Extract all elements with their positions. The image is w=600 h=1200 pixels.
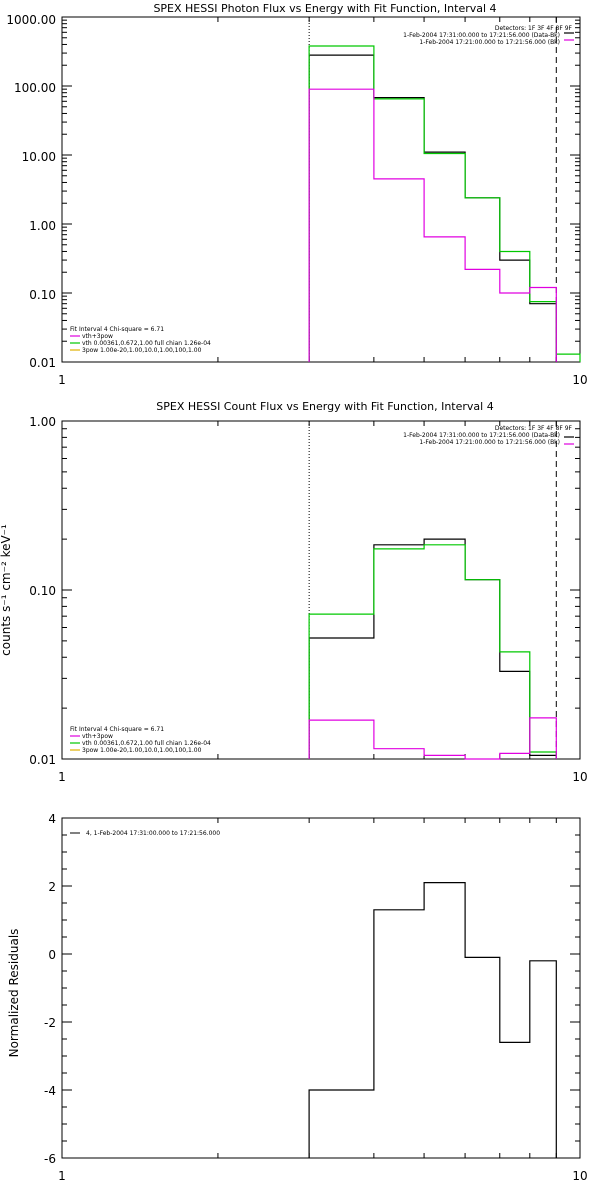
info-line: 1-Feb-2004 17:21:00.000 to 17:21:56.000 …: [419, 39, 560, 46]
info-line: Detectors: 1F 3F 4F 8F 9F: [495, 425, 573, 432]
residuals-y-ticks: 4 2 0 -2 -4 -6: [44, 812, 56, 1166]
info-line: vth+3pow: [82, 333, 113, 340]
photon-flux-xtick: 1: [58, 373, 66, 387]
series-4: [308, 882, 557, 1158]
photon-flux-ytick: 10.00: [22, 150, 56, 164]
photon-flux-y-ticks: 1000.00 100.00 10.00 1.00 0.10 0.01: [6, 13, 56, 370]
count-flux-xtick: 1: [58, 770, 66, 784]
photon-flux-ytick: 100.00: [14, 81, 56, 95]
info-line: 1-Feb-2004 17:31:00.000 to 17:21:56.000 …: [403, 432, 560, 439]
photon-flux-xtick: 10: [572, 373, 587, 387]
plot-area-1: [61, 420, 581, 760]
photon-flux-info-left: Fit Interval 4 Chi-square = 6.71 vth+3po…: [70, 326, 211, 354]
info-line: vth 0.00361,0.672,1.00 full chian 1.26e-…: [82, 740, 211, 747]
info-line: 1-Feb-2004 17:21:00.000 to 17:21:56.000 …: [419, 439, 560, 446]
residuals-ytick: 2: [48, 880, 56, 894]
info-line: Fit Interval 4 Chi-square = 6.71: [70, 326, 164, 333]
series-bk: [308, 88, 557, 362]
residuals-xtick: 1: [58, 1169, 66, 1183]
count-flux-y-ticks: 1.00 0.10 0.01: [29, 415, 56, 767]
photon-flux-ytick: 0.01: [29, 356, 56, 370]
plot-frame: [61, 16, 581, 363]
photon-flux-ytick: 1.00: [29, 219, 56, 233]
residuals-ytick: 0: [48, 948, 56, 962]
count-flux-ytick: 1.00: [29, 415, 56, 429]
residuals-ytick: -6: [44, 1152, 56, 1166]
count-flux-info-right: Detectors: 1F 3F 4F 8F 9F 1-Feb-2004 17:…: [403, 425, 572, 446]
plot-area-0: [61, 16, 581, 363]
photon-flux-ytick: 1000.00: [6, 13, 56, 27]
info-line: vth 0.00361,0.672,1.00 full chian 1.26e-…: [82, 340, 211, 347]
photon-flux-title: SPEX HESSI Photon Flux vs Energy with Fi…: [153, 2, 496, 15]
residuals-panel: Normalized Residuals 4 2 0 -2 -4 -6 1 10…: [7, 812, 588, 1183]
count-flux-y-label: counts s⁻¹ cm⁻² keV⁻¹: [0, 524, 13, 656]
info-line: vth+3pow: [82, 733, 113, 740]
count-flux-panel: SPEX HESSI Count Flux vs Energy with Fit…: [0, 400, 588, 784]
count-flux-info-left: Fit Interval 4 Chi-square = 6.71 vth+3po…: [70, 726, 211, 754]
info-line: 3pow 1.00e-20,1.00,10.0,1.00,100,1.00: [82, 747, 202, 754]
count-flux-ytick: 0.10: [29, 584, 56, 598]
photon-flux-info-right: Detectors: 1F 3F 4F 8F 9F 1-Feb-2004 17:…: [403, 25, 572, 46]
info-line: Fit Interval 4 Chi-square = 6.71: [70, 726, 164, 733]
count-flux-title: SPEX HESSI Count Flux vs Energy with Fit…: [156, 400, 493, 413]
residuals-ytick: -4: [44, 1084, 56, 1098]
count-flux-ytick: 0.01: [29, 753, 56, 767]
plot-area-2: [61, 817, 581, 1159]
residuals-ytick: 4: [48, 812, 56, 826]
residuals-legend-label: 4, 1-Feb-2004 17:31:00.000 to 17:21:56.0…: [86, 830, 220, 837]
residuals-xtick: 10: [572, 1169, 587, 1183]
residuals-ytick: -2: [44, 1016, 56, 1030]
count-flux-xtick: 10: [572, 770, 587, 784]
series-bk: [308, 717, 557, 760]
residuals-y-label: Normalized Residuals: [7, 929, 21, 1058]
info-line: 3pow 1.00e-20,1.00,10.0,1.00,100,1.00: [82, 347, 202, 354]
info-line: Detectors: 1F 3F 4F 8F 9F: [495, 25, 573, 32]
photon-flux-ytick: 0.10: [29, 288, 56, 302]
photon-flux-panel: SPEX HESSI Photon Flux vs Energy with Fi…: [6, 2, 587, 387]
info-line: 1-Feb-2004 17:31:00.000 to 17:21:56.000 …: [403, 32, 560, 39]
